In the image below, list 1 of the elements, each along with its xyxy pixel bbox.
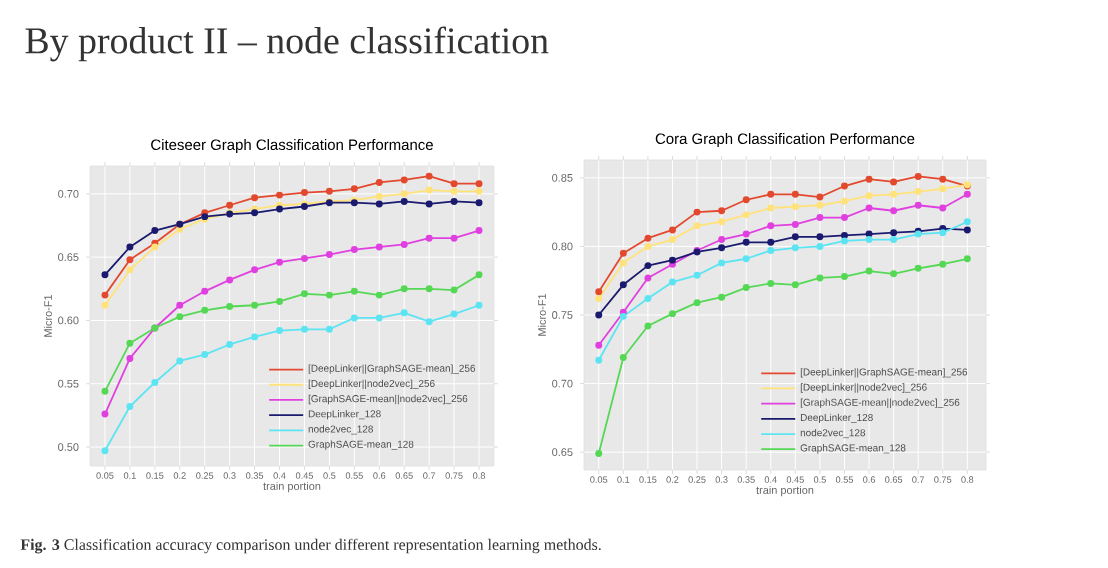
text: By product II – node classification [25, 26, 549, 62]
